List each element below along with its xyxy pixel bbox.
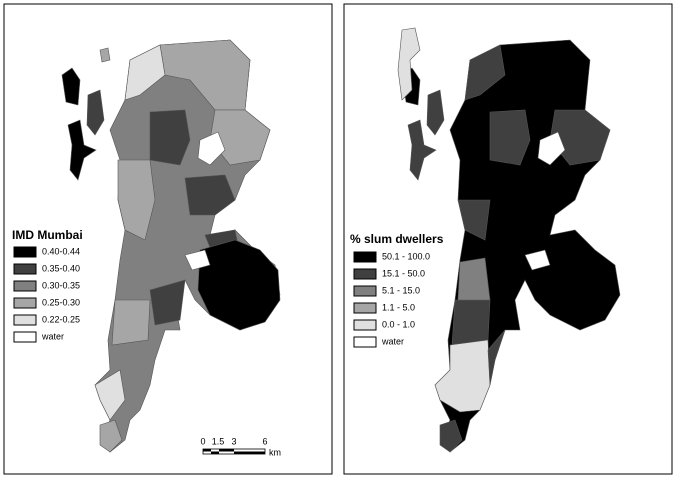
scale-label: 0: [200, 436, 205, 446]
scale-label: 6: [262, 436, 267, 446]
map-panel-slum: % slum dwellers 50.1 - 100.0 15.1 - 50.0…: [343, 3, 673, 475]
district: [94, 369, 126, 421]
legend-swatch: [13, 331, 37, 343]
island: [439, 419, 463, 453]
legend-label: 0.22-0.25: [42, 314, 80, 324]
legend-label: 5.1 - 15.0: [382, 285, 420, 295]
district: [149, 109, 191, 166]
island: [407, 119, 437, 181]
island: [397, 27, 421, 101]
legend-label: 0.40-0.44: [42, 246, 80, 256]
legend-title: IMD Mumbai: [12, 228, 83, 242]
district: [117, 159, 156, 241]
legend-label: 1.1 - 5.0: [382, 302, 415, 312]
map-panel-imd: IMD Mumbai 0.40-0.44 0.35-0.40 0.30-0.35…: [3, 3, 333, 475]
district: [464, 44, 506, 101]
legend-label: 0.0 - 1.0: [382, 319, 415, 329]
legend-swatch: [13, 280, 37, 292]
legend-label: 0.25-0.30: [42, 297, 80, 307]
district: [457, 257, 491, 301]
scale-bar-segment: [203, 449, 211, 452]
lake: [537, 131, 566, 166]
scale-unit: km: [269, 447, 281, 457]
legend-swatch: [353, 319, 377, 331]
district: [124, 44, 166, 101]
legend-label: water: [381, 336, 404, 346]
island: [99, 47, 111, 63]
legend-swatch: [353, 285, 377, 297]
lake: [184, 249, 211, 271]
island: [426, 89, 445, 136]
legend-swatch: [13, 246, 37, 258]
district: [487, 329, 506, 386]
scale-bar-segment: [234, 451, 265, 454]
legend-label: water: [41, 331, 64, 341]
district: [451, 299, 491, 346]
scale-label: 3: [231, 436, 236, 446]
legend-swatch: [353, 251, 377, 263]
legend-label: 0.35-0.40: [42, 263, 80, 273]
scale-label: 1.5: [212, 436, 225, 446]
island: [67, 119, 97, 181]
legend-label: 50.1 - 100.0: [382, 251, 430, 261]
legend-label: 0.30-0.35: [42, 280, 80, 290]
district: [457, 199, 491, 241]
legend-swatch: [13, 263, 37, 275]
legend-swatch: [13, 314, 37, 326]
legend-label: 15.1 - 50.0: [382, 268, 425, 278]
lake: [197, 131, 226, 166]
district: [184, 174, 236, 216]
district: [149, 279, 186, 326]
district: [111, 299, 151, 346]
lake: [524, 249, 551, 271]
legend-swatch: [353, 268, 377, 280]
legend-title: % slum dwellers: [350, 232, 444, 246]
island: [61, 67, 81, 106]
district: [489, 109, 531, 166]
scale-bar: 0 1.5 3 6 km: [200, 436, 281, 457]
scale-bar-segment: [219, 449, 234, 452]
island: [86, 89, 105, 136]
island: [99, 419, 123, 453]
legend-swatch: [353, 302, 377, 314]
scale-bar-segment: [211, 451, 219, 454]
district: [197, 239, 281, 331]
legend-swatch: [13, 297, 37, 309]
legend: 0.40-0.44 0.35-0.40 0.30-0.35 0.25-0.30 …: [13, 246, 80, 343]
legend-swatch: [353, 336, 377, 348]
legend: 50.1 - 100.0 15.1 - 50.0 5.1 - 15.0 1.1 …: [353, 251, 430, 348]
